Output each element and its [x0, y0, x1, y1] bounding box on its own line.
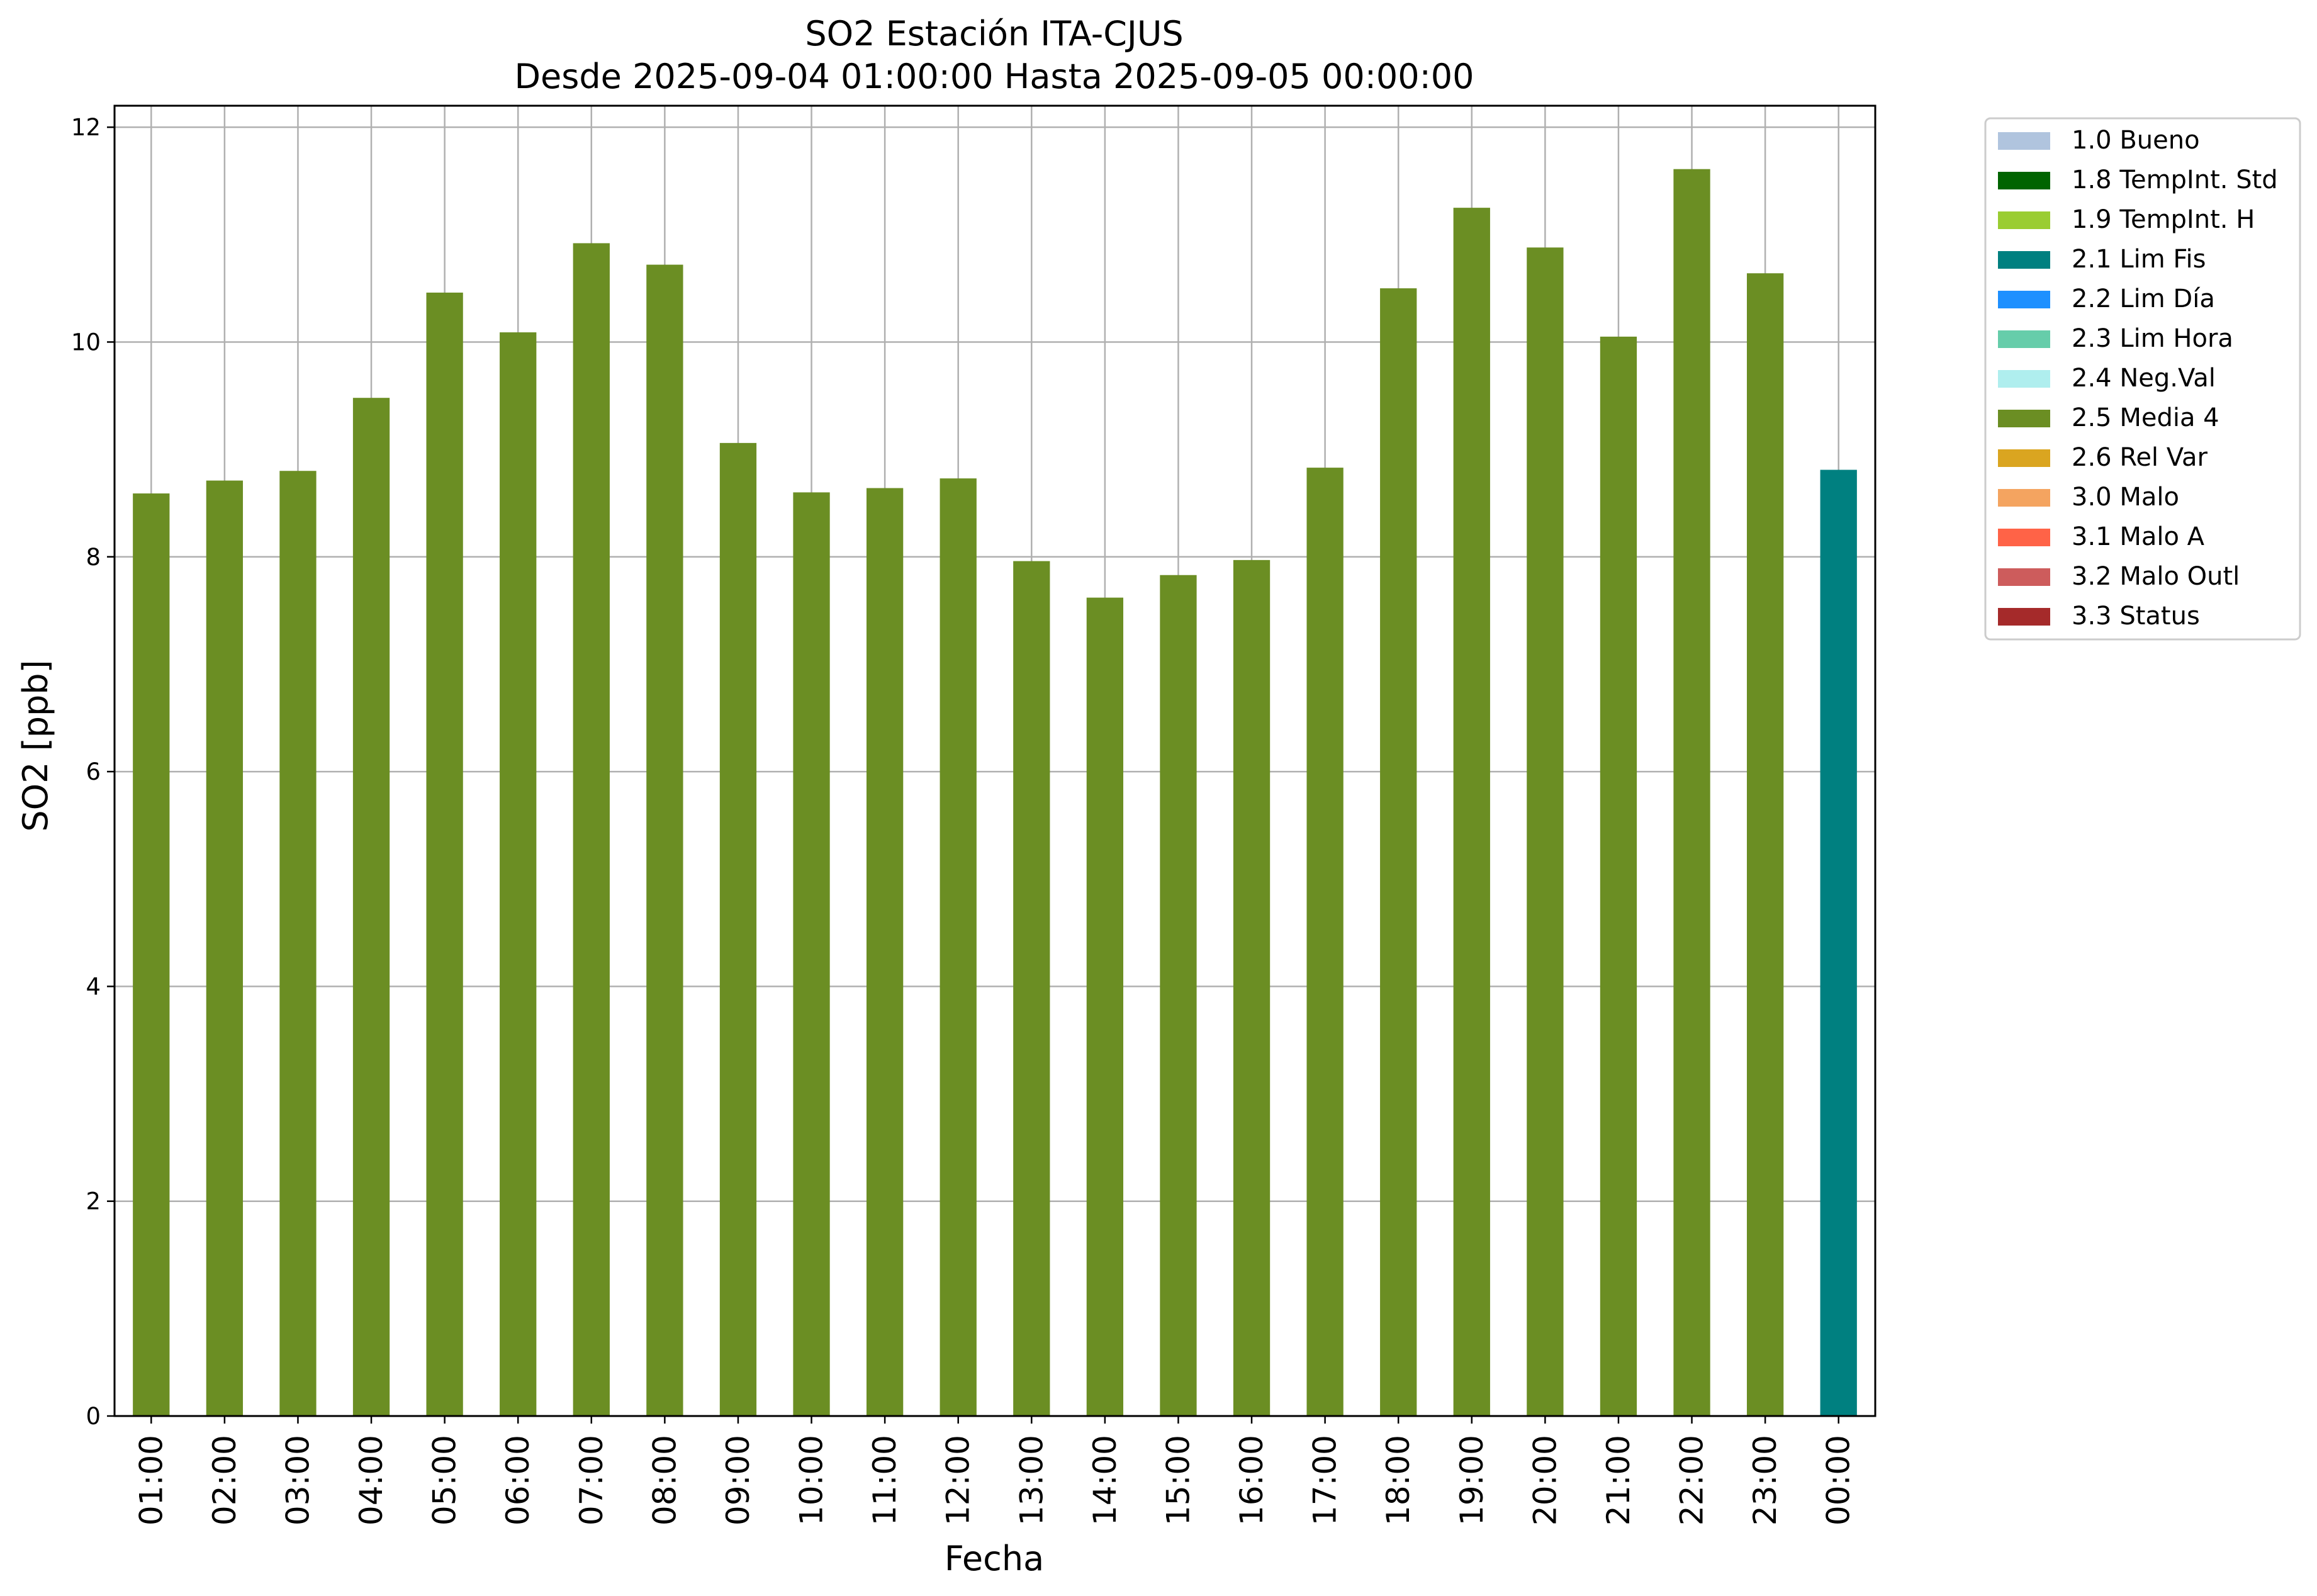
legend-label: 3.3 Status	[2072, 602, 2200, 631]
legend-swatch	[1998, 410, 2050, 427]
bar-1600	[1233, 559, 1271, 1416]
y-tick-label: 6	[86, 758, 101, 785]
bar-1800	[1380, 288, 1417, 1416]
x-axis: 01:00 02:00 03:00 04:00 05:00 06:00 07:00 08:00…	[133, 1416, 1857, 1526]
legend-label: 1.9 TempInt. H	[2072, 205, 2255, 234]
x-tick-label: 23:00	[1747, 1435, 1783, 1526]
plot-frame	[113, 104, 1877, 1417]
x-tick-label: 11:00	[867, 1435, 903, 1526]
legend-label: 1.0 Bueno	[2072, 126, 2200, 155]
bar-2200	[1673, 169, 1710, 1416]
x-tick-label: 08:00	[646, 1435, 683, 1526]
bar-1300	[1013, 561, 1050, 1416]
x-tick-label: 14:00	[1087, 1435, 1123, 1526]
x-tick-label: 18:00	[1380, 1435, 1417, 1526]
x-tick-label: 22:00	[1674, 1435, 1710, 1526]
legend-swatch	[1998, 529, 2050, 546]
legend-swatch	[1998, 489, 2050, 507]
x-tick-label: 12:00	[940, 1435, 977, 1526]
x-tick-label: 03:00	[279, 1435, 316, 1526]
x-tick-label: 15:00	[1160, 1435, 1196, 1526]
x-tick-label: 13:00	[1013, 1435, 1050, 1526]
x-tick-label: 02:00	[206, 1435, 243, 1526]
chart-title: SO2 Estación ITA-CJUS	[805, 14, 1183, 53]
legend-label: 1.8 TempInt. Std	[2072, 166, 2278, 194]
legend-swatch	[1998, 608, 2050, 626]
legend-swatch	[1998, 449, 2050, 467]
bar-1200	[940, 478, 977, 1416]
bars	[133, 169, 1857, 1417]
bar-1700	[1306, 468, 1344, 1416]
x-tick-label: 06:00	[500, 1435, 536, 1526]
x-tick-label: 01:00	[133, 1435, 169, 1526]
legend-swatch	[1998, 330, 2050, 348]
bar-0400	[352, 398, 390, 1416]
bar-1900	[1453, 208, 1490, 1417]
y-axis-title: SO2 [ppb]	[16, 660, 55, 831]
chart-subtitle: Desde 2025-09-04 01:00:00 Hasta 2025-09-…	[514, 57, 1474, 96]
legend-label: 2.2 Lim Día	[2072, 284, 2215, 313]
x-tick-label: 10:00	[794, 1435, 830, 1526]
legend-frame	[1984, 117, 2301, 641]
x-tick-label: 07:00	[573, 1435, 610, 1526]
bar-1000	[793, 492, 830, 1417]
x-tick-label: 00:00	[1820, 1435, 1857, 1526]
bar-1100	[866, 488, 904, 1416]
bar-2100	[1600, 336, 1637, 1416]
y-tick-label: 2	[86, 1188, 101, 1215]
legend-swatch	[1998, 291, 2050, 308]
legend-swatch	[1998, 370, 2050, 388]
bar-0300	[279, 471, 317, 1416]
y-tick-label: 8	[86, 544, 101, 571]
x-tick-label: 19:00	[1454, 1435, 1490, 1526]
bar-0900	[719, 442, 757, 1416]
legend-swatch	[1998, 172, 2050, 189]
bar-0800	[646, 264, 683, 1416]
legend: 1.0 Bueno 1.8 TempInt. Std 1.9 TempInt. H 2…	[1984, 117, 2301, 641]
legend-label: 2.1 Lim Fis	[2072, 245, 2206, 274]
legend-label: 2.5 Media 4	[2072, 403, 2219, 432]
bar-2000	[1527, 247, 1564, 1416]
legend-label: 3.1 Malo A	[2072, 522, 2205, 551]
x-tick-label: 17:00	[1307, 1435, 1344, 1526]
x-tick-label: 09:00	[720, 1435, 756, 1526]
y-tick-label: 0	[86, 1403, 101, 1430]
bar-0200	[206, 480, 244, 1416]
legend-label: 2.6 Rel Var	[2072, 443, 2208, 472]
legend-swatch	[1998, 568, 2050, 586]
x-tick-label: 05:00	[427, 1435, 463, 1526]
y-axis: 0 2 4 6 8 10 12	[71, 114, 115, 1430]
x-tick-label: 21:00	[1600, 1435, 1637, 1526]
legend-swatch	[1998, 132, 2050, 150]
bar-0500	[426, 292, 463, 1417]
bar-0000	[1820, 469, 1857, 1416]
y-tick-label: 12	[71, 114, 101, 141]
bar-0100	[133, 493, 170, 1417]
bar-0600	[500, 332, 537, 1416]
legend-label: 2.3 Lim Hora	[2072, 324, 2233, 353]
x-tick-label: 20:00	[1527, 1435, 1563, 1526]
legend-label: 3.2 Malo Outl	[2072, 562, 2240, 591]
x-tick-label: 04:00	[353, 1435, 390, 1526]
bar-0700	[573, 243, 610, 1416]
x-axis-title: Fecha	[945, 1539, 1044, 1578]
x-tick-label: 16:00	[1233, 1435, 1270, 1526]
y-tick-label: 4	[86, 973, 101, 1000]
y-tick-label: 10	[71, 329, 101, 356]
legend-swatch	[1998, 211, 2050, 229]
legend-label: 3.0 Malo	[2072, 483, 2179, 512]
bar-2300	[1746, 273, 1784, 1417]
legend-swatch	[1998, 251, 2050, 269]
legend-label: 2.4 Neg.Val	[2072, 364, 2216, 393]
bar-1500	[1160, 575, 1197, 1416]
bar-1400	[1086, 597, 1124, 1416]
